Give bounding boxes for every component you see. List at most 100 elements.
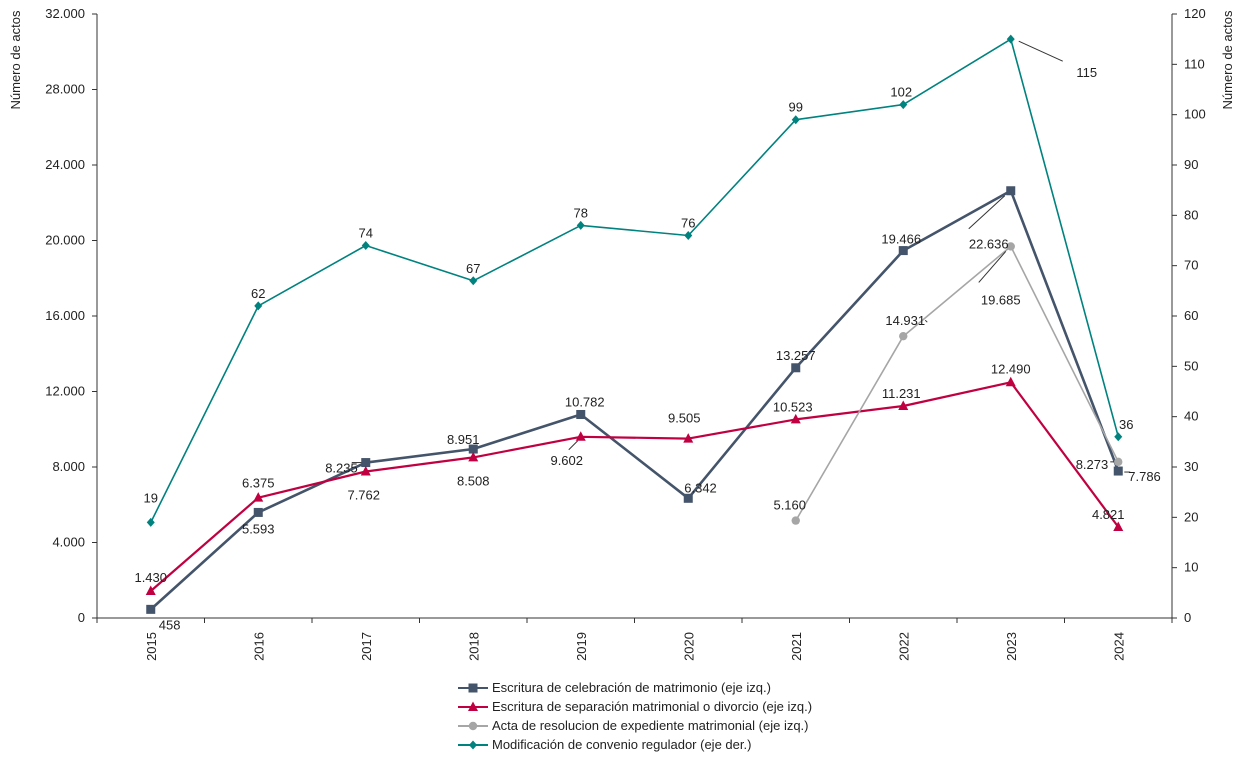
right-tick-label: 0 xyxy=(1184,610,1191,625)
data-label: 102 xyxy=(890,85,912,100)
data-point-marker xyxy=(575,431,586,441)
data-label: 4.821 xyxy=(1092,507,1125,522)
data-label: 8.273 xyxy=(1076,457,1109,472)
x-tick-label: 2023 xyxy=(1004,632,1019,661)
left-tick-label: 32.000 xyxy=(45,6,85,21)
right-tick-label: 10 xyxy=(1184,560,1198,575)
data-point-marker xyxy=(145,585,156,596)
data-label: 67 xyxy=(466,261,480,276)
label-leader-line xyxy=(924,319,928,323)
x-tick-label: 2017 xyxy=(359,632,374,661)
legend-swatch-marker xyxy=(469,740,477,750)
right-tick-label: 30 xyxy=(1184,459,1198,474)
left-axis-title: Número de actos xyxy=(8,10,23,109)
axes: 0 4.000 8.000 12.000 16.000 20.000 24.000 28.00… xyxy=(8,6,1235,661)
data-label: 8.235 xyxy=(325,461,358,476)
data-point-marker xyxy=(361,241,370,251)
data-label: 19.685 xyxy=(981,292,1021,307)
left-tick-label: 4.000 xyxy=(52,535,85,550)
data-label: 22.636 xyxy=(969,237,1009,252)
data-label: 19.466 xyxy=(881,232,921,247)
data-point-marker xyxy=(791,115,800,125)
right-tick-label: 20 xyxy=(1184,509,1198,524)
data-point-marker xyxy=(1113,521,1124,532)
right-tick-label: 110 xyxy=(1184,56,1205,71)
data-label: 1.430 xyxy=(134,570,167,585)
right-axis-title: Número de actos xyxy=(1220,10,1235,109)
data-label: 13.257 xyxy=(776,348,816,363)
legend-label: Modificación de convenio regulador (eje … xyxy=(492,737,751,752)
data-label: 6.342 xyxy=(684,480,717,495)
label-leader-line xyxy=(968,195,1006,230)
data-label: 19 xyxy=(144,490,158,505)
leader-lines xyxy=(351,40,1131,473)
data-labels: 458 5.593 8.235 8.951 10.782 6.342 13.257 19.46… xyxy=(134,65,1160,632)
left-tick-label: 0 xyxy=(78,610,85,625)
data-point-marker xyxy=(253,507,263,517)
data-label: 5.593 xyxy=(242,521,275,536)
data-point-marker xyxy=(683,433,694,443)
data-label: 14.931 xyxy=(885,313,925,328)
label-leader-line xyxy=(1018,40,1063,62)
x-tick-label: 2018 xyxy=(466,632,481,661)
left-tick-label: 20.000 xyxy=(45,233,85,248)
data-point-marker xyxy=(1005,376,1016,387)
legend: Escritura de celebración de matrimonio (… xyxy=(458,680,812,752)
right-tick-label: 40 xyxy=(1184,409,1198,424)
data-label: 8.508 xyxy=(457,473,490,488)
right-tick-label: 90 xyxy=(1184,157,1198,172)
data-point-marker xyxy=(1113,466,1123,476)
data-point-marker xyxy=(791,363,801,373)
data-point-marker xyxy=(576,220,585,230)
left-tick-label: 24.000 xyxy=(45,157,85,172)
data-point-marker xyxy=(468,451,479,462)
data-point-marker xyxy=(361,458,371,468)
data-label: 76 xyxy=(681,215,695,230)
series-lines xyxy=(149,38,1120,611)
legend-swatch-marker xyxy=(468,701,478,711)
data-point-marker xyxy=(683,493,693,503)
data-point-marker xyxy=(791,516,800,525)
x-tick-label: 2016 xyxy=(251,632,266,661)
x-tick-label: 2015 xyxy=(144,632,159,661)
right-tick-label: 60 xyxy=(1184,308,1198,323)
x-tick-label: 2022 xyxy=(896,632,911,661)
x-tick-label: 2019 xyxy=(574,632,589,661)
left-tick-label: 28.000 xyxy=(45,82,85,97)
data-label: 9.602 xyxy=(550,453,583,468)
series-line-3 xyxy=(150,38,1120,523)
data-label: 99 xyxy=(789,100,803,115)
data-label: 6.375 xyxy=(242,476,275,491)
data-label: 11.231 xyxy=(882,386,921,401)
data-point-marker xyxy=(1006,34,1015,44)
data-label: 458 xyxy=(159,617,181,632)
data-point-marker xyxy=(469,276,478,286)
data-point-marker xyxy=(468,444,478,454)
x-tick-label: 2024 xyxy=(1111,632,1126,661)
right-tick-label: 100 xyxy=(1184,107,1206,122)
data-label: 36 xyxy=(1119,417,1133,432)
left-tick-label: 12.000 xyxy=(45,384,85,399)
legend-label: Acta de resolucion de expediente matrimo… xyxy=(492,718,809,733)
legend-swatch-marker xyxy=(468,721,478,731)
right-tick-label: 120 xyxy=(1184,6,1206,21)
data-label: 74 xyxy=(359,226,373,241)
data-point-marker xyxy=(146,517,155,527)
legend-swatch-marker xyxy=(468,683,478,693)
data-label: 78 xyxy=(574,205,588,220)
data-label: 10.782 xyxy=(565,394,605,409)
data-label: 9.505 xyxy=(668,411,701,426)
series-line-1 xyxy=(150,381,1120,592)
data-label: 10.523 xyxy=(773,399,813,414)
data-point-marker xyxy=(360,465,371,476)
data-point-marker xyxy=(1006,242,1015,251)
label-leader-line xyxy=(568,440,579,451)
series-line-2 xyxy=(795,245,1120,522)
data-label: 5.160 xyxy=(773,498,806,513)
label-leader-line xyxy=(978,251,1007,283)
series-line-0 xyxy=(149,189,1120,611)
right-tick-label: 50 xyxy=(1184,358,1198,373)
right-tick-label: 80 xyxy=(1184,207,1198,222)
data-point-marker xyxy=(684,230,693,240)
